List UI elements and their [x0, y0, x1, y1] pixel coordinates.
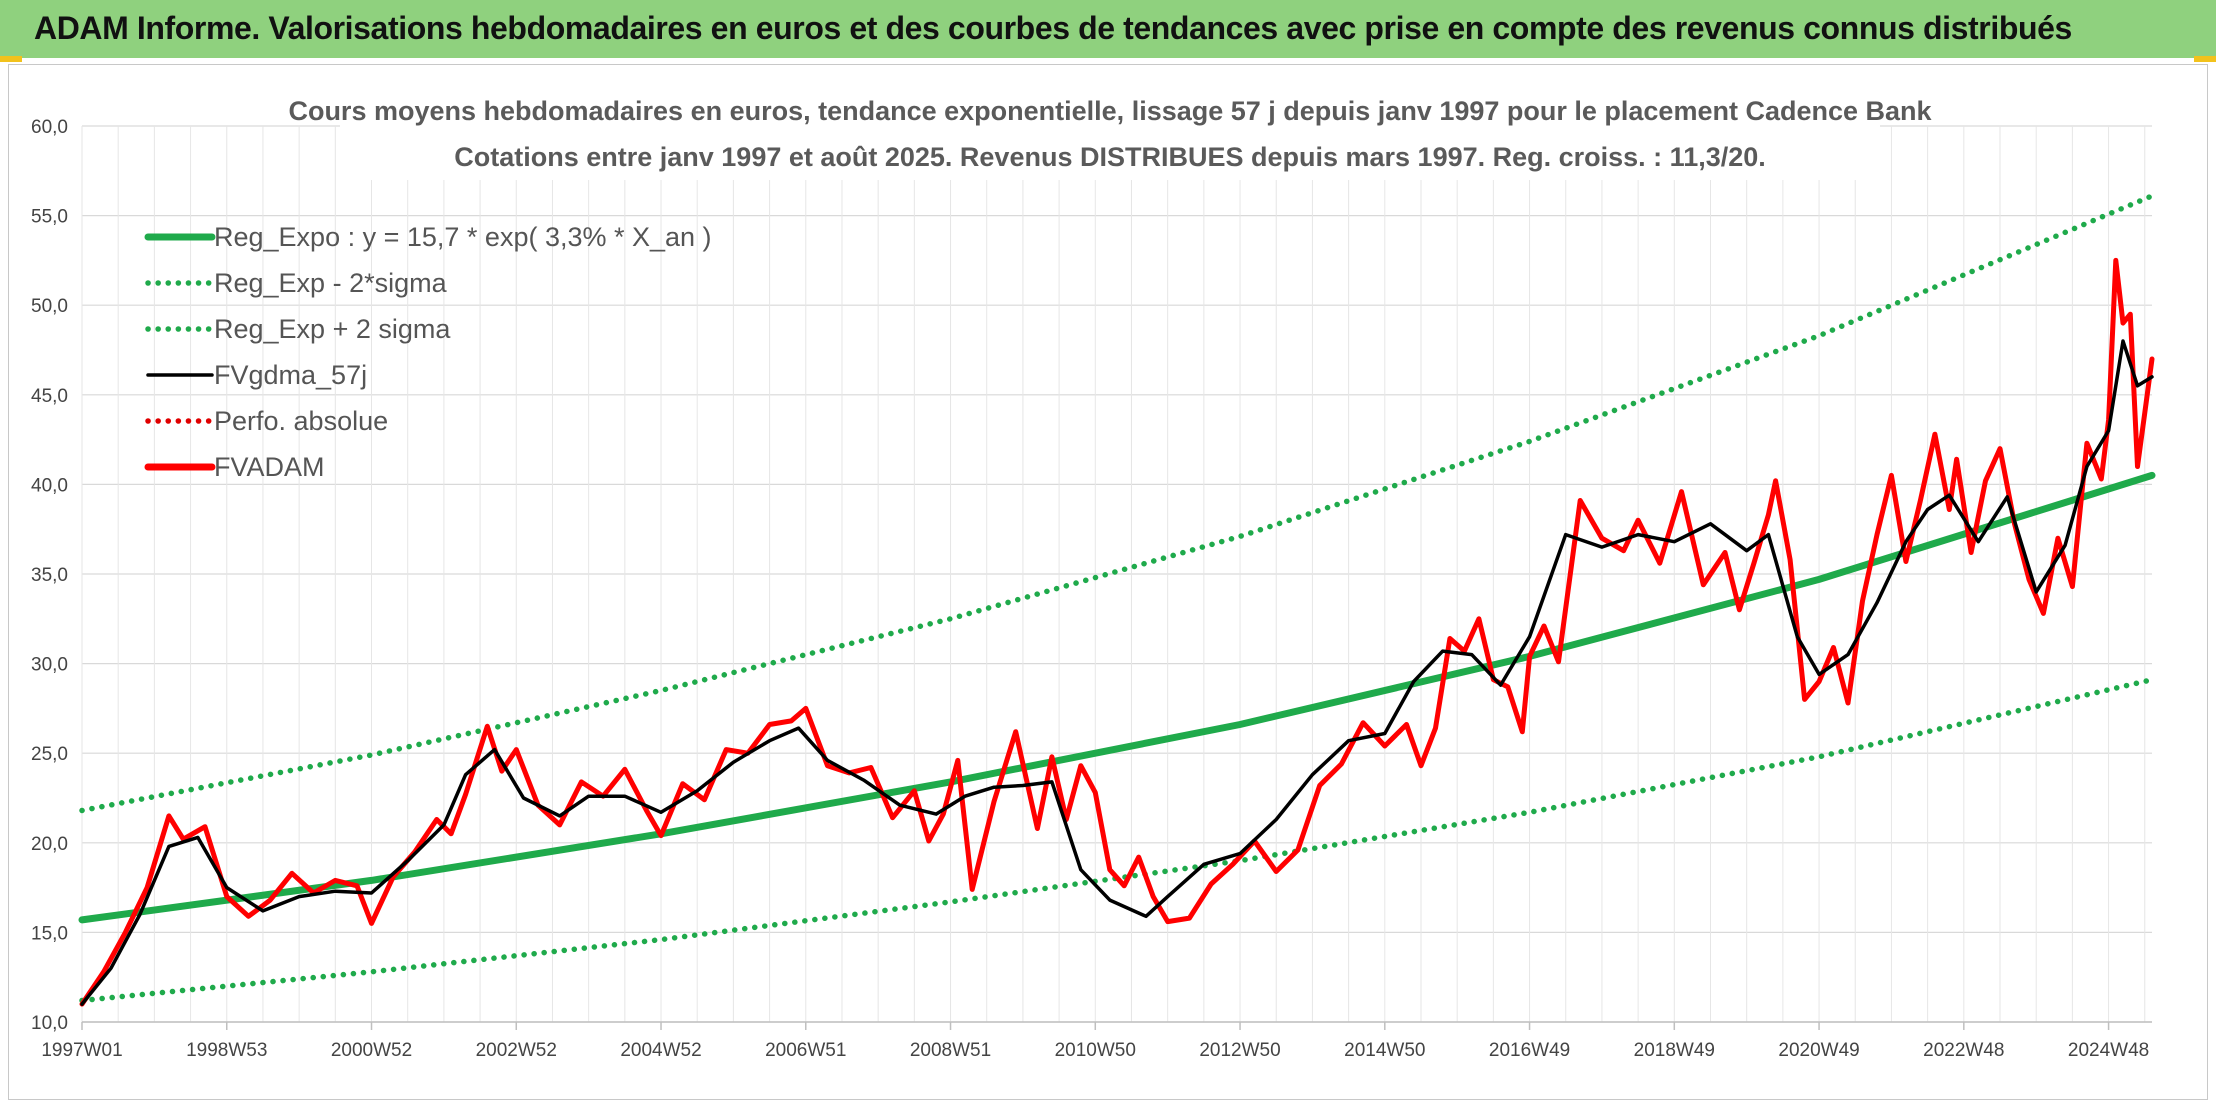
x-tick-label: 2024W48 — [2068, 1040, 2149, 1061]
corner-mark-left — [0, 56, 22, 62]
series-line-reg-exp — [79, 676, 2155, 1004]
x-tick-label: 2008W51 — [910, 1040, 991, 1061]
x-tick-label: 1997W01 — [41, 1040, 122, 1061]
legend-label: FVgdma_57j — [214, 360, 367, 390]
legend: Reg_Expo : y = 15,7 * exp( 3,3% * X_an )… — [144, 222, 712, 482]
x-tick-label: 2004W52 — [620, 1040, 701, 1061]
legend-label: Reg_Exp + 2 sigma — [214, 314, 451, 344]
x-tick-label: 2014W50 — [1344, 1040, 1425, 1061]
page-title: ADAM Informe. Valorisations hebdomadaire… — [34, 10, 2072, 46]
chart-subtitle: Cotations entre janv 1997 et août 2025. … — [454, 142, 1766, 172]
axis-layer: 10,0 15,0 20,0 25,0 30,0 35,0 40,0 45,0 50,0 55,0… — [31, 117, 2152, 1061]
x-tick-label: 2020W49 — [1778, 1040, 1859, 1061]
legend-label: Reg_Exp - 2*sigma — [214, 268, 448, 298]
y-tick-label: 40,0 — [31, 475, 68, 496]
x-tick-label: 2006W51 — [765, 1040, 846, 1061]
x-tick-label: 2018W49 — [1634, 1040, 1715, 1061]
series-line-reg-expo — [78, 471, 2156, 924]
title-layer: Cours moyens hebdomadaires en euros, ten… — [288, 88, 1933, 180]
legend-label: Perfo. absolue — [214, 406, 388, 436]
y-tick-label: 30,0 — [31, 655, 68, 676]
series-line-fvgdma-57j — [80, 339, 2154, 1006]
y-tick-label: 55,0 — [31, 207, 68, 228]
x-tick-label: 2010W50 — [1055, 1040, 1136, 1061]
chart-title: Cours moyens hebdomadaires en euros, ten… — [288, 96, 1932, 126]
x-tick-label: 1998W53 — [186, 1040, 267, 1061]
header-banner: ADAM Informe. Valorisations hebdomadaire… — [0, 0, 2216, 58]
chart-frame — [8, 64, 2208, 1100]
y-tick-label: 10,0 — [31, 1013, 68, 1034]
y-tick-label: 50,0 — [31, 296, 68, 317]
series-line-reg-exp — [79, 193, 2155, 814]
legend-label: Reg_Expo : y = 15,7 * exp( 3,3% * X_an ) — [214, 222, 712, 252]
x-tick-label: 2012W50 — [1199, 1040, 1280, 1061]
y-tick-label: 60,0 — [31, 117, 68, 138]
y-tick-label: 45,0 — [31, 386, 68, 407]
series-layer — [78, 193, 2156, 1007]
legend-label: FVADAM — [214, 452, 325, 482]
x-tick-label: 2022W48 — [1923, 1040, 2004, 1061]
corner-mark-right — [2194, 56, 2216, 62]
x-tick-label: 2002W52 — [476, 1040, 557, 1061]
x-tick-label: 2000W52 — [331, 1040, 412, 1061]
y-tick-label: 20,0 — [31, 834, 68, 855]
y-tick-label: 35,0 — [31, 565, 68, 586]
y-tick-label: 15,0 — [31, 923, 68, 944]
series-line-fvadam — [79, 257, 2155, 1007]
title-backdrop — [340, 88, 1880, 180]
x-tick-label: 2016W49 — [1489, 1040, 1570, 1061]
y-tick-label: 25,0 — [31, 744, 68, 765]
